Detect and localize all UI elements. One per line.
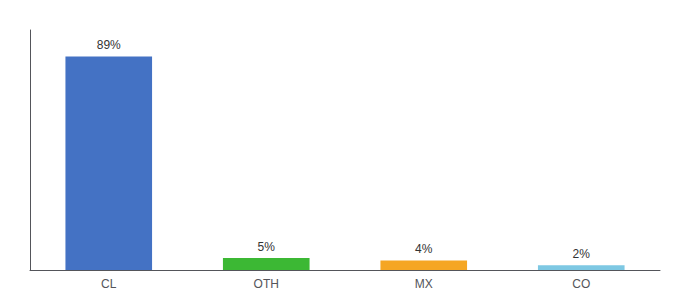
svg-text:OTH: OTH bbox=[254, 277, 279, 291]
svg-text:CL: CL bbox=[101, 277, 117, 291]
svg-text:4%: 4% bbox=[415, 242, 433, 256]
svg-text:CO: CO bbox=[572, 277, 590, 291]
svg-text:MX: MX bbox=[415, 277, 433, 291]
svg-text:2%: 2% bbox=[573, 247, 591, 261]
svg-text:89%: 89% bbox=[97, 38, 121, 52]
svg-text:5%: 5% bbox=[258, 240, 276, 254]
